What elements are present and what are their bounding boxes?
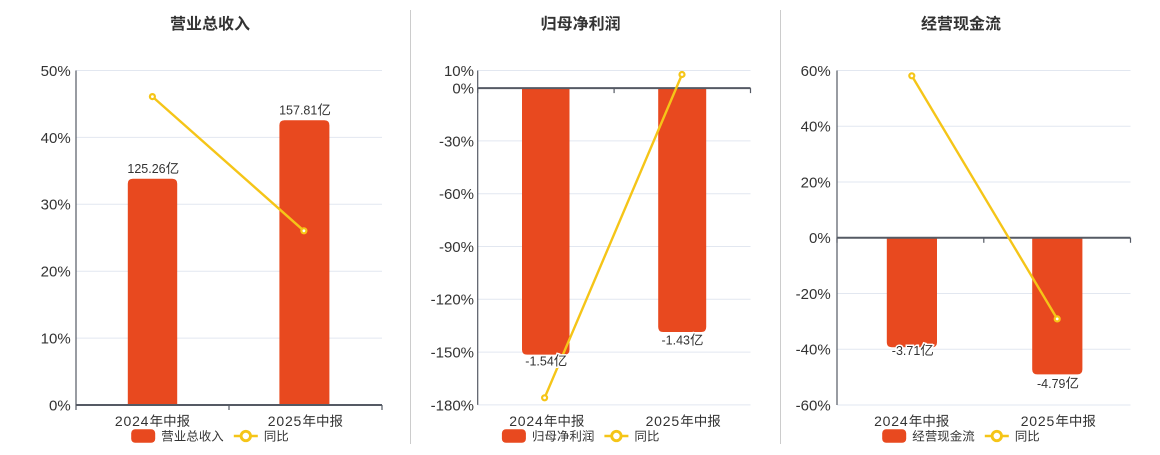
svg-text:-60%: -60% [439, 186, 474, 203]
svg-text:2024: 2024 [874, 413, 908, 429]
svg-text:-4.79: -4.79 [1037, 377, 1066, 391]
svg-text:-3.71: -3.71 [892, 344, 921, 358]
svg-text:-180%: -180% [431, 397, 474, 414]
svg-text:10%: 10% [41, 331, 71, 348]
svg-text:157.81: 157.81 [279, 104, 317, 118]
svg-text:10%: 10% [444, 63, 474, 80]
svg-text:50%: 50% [41, 63, 71, 80]
svg-text:125.26: 125.26 [127, 162, 165, 176]
svg-text:20%: 20% [801, 174, 831, 191]
svg-text:30%: 30% [41, 197, 71, 214]
svg-text:-1.54: -1.54 [525, 355, 554, 369]
svg-text:2025: 2025 [268, 413, 302, 429]
svg-text:40%: 40% [41, 130, 71, 147]
svg-text:0%: 0% [809, 230, 831, 247]
svg-text:-120%: -120% [431, 292, 474, 309]
svg-text:2024: 2024 [509, 413, 543, 429]
svg-text:-1.43: -1.43 [662, 334, 691, 348]
svg-text:-60%: -60% [796, 397, 831, 414]
svg-text:-40%: -40% [796, 342, 831, 359]
svg-text:-90%: -90% [439, 239, 474, 256]
svg-text:-30%: -30% [439, 133, 474, 150]
svg-text:40%: 40% [801, 119, 831, 136]
svg-text:20%: 20% [41, 264, 71, 281]
svg-text:2024: 2024 [115, 413, 149, 429]
svg-text:60%: 60% [801, 63, 831, 80]
svg-text:0%: 0% [49, 397, 71, 414]
svg-text:0%: 0% [452, 81, 474, 98]
svg-text:-150%: -150% [431, 345, 474, 362]
svg-text:2025: 2025 [646, 413, 680, 429]
svg-text:2025: 2025 [1021, 413, 1055, 429]
svg-text:-20%: -20% [796, 286, 831, 303]
